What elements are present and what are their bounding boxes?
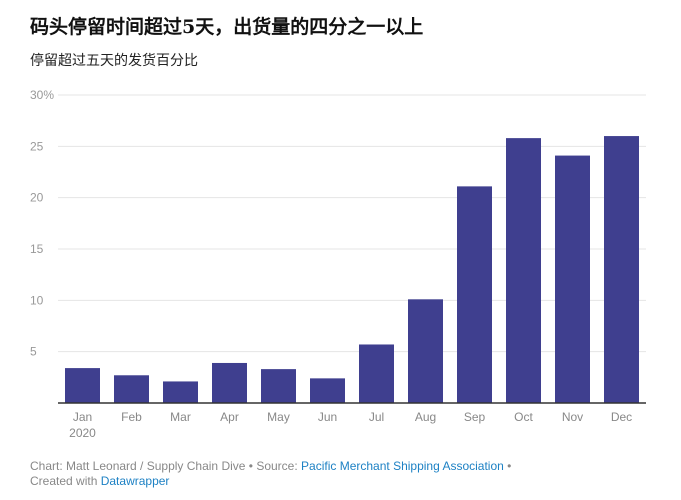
bar-oct (506, 138, 541, 403)
bar-may (261, 369, 296, 403)
chart-credit: Chart: Matt Leonard / Supply Chain Dive (30, 459, 246, 473)
y-tick-label: 10 (30, 293, 44, 307)
y-tick-label: 30% (30, 88, 54, 102)
bar-chart: 5 10 15 20 25 30% Jan 2020 Feb Mar Apr May Jun Jul Aug… (30, 88, 646, 440)
chart-subtitle: 停留超过五天的发货百分比 (30, 53, 198, 69)
bar-jan (65, 368, 100, 403)
x-tick-sublabel: 2020 (69, 426, 96, 440)
x-tick-label: Apr (220, 410, 239, 424)
bar-aug (408, 299, 443, 403)
x-tick-label: Feb (121, 410, 142, 424)
source-link[interactable]: Pacific Merchant Shipping Association (301, 459, 504, 473)
chart-title: 码头停留时间超过5天，出货量的四分之一以上 (30, 16, 424, 38)
x-tick-label: Aug (415, 410, 436, 424)
datawrapper-link[interactable]: Datawrapper (100, 474, 170, 488)
x-tick-label: Jul (369, 410, 384, 424)
x-tick-label: Dec (611, 410, 632, 424)
bar-sep (457, 186, 492, 403)
x-tick-label: May (267, 410, 290, 424)
created-with-label: Created with (30, 474, 98, 488)
y-tick-label: 20 (30, 191, 44, 205)
footer: Chart: Matt Leonard / Supply Chain Dive … (30, 459, 512, 488)
bar-mar (163, 381, 198, 403)
source-label: Source: (256, 459, 298, 473)
x-tick-label: Oct (514, 410, 533, 424)
bar-jul (359, 344, 394, 403)
bar-apr (212, 362, 247, 403)
bar-jun (310, 378, 345, 403)
x-tick-label: Sep (464, 410, 486, 424)
x-tick-label: Nov (562, 410, 583, 424)
bar-dec (604, 136, 639, 404)
x-tick-label: Jan (73, 410, 92, 424)
y-tick-label: 15 (30, 242, 44, 256)
y-tick-label: 25 (30, 139, 44, 153)
x-tick-label: Mar (170, 410, 191, 424)
bar-nov (555, 155, 590, 403)
y-tick-label: 5 (30, 345, 37, 359)
x-tick-label: Jun (318, 410, 337, 424)
bar-feb (114, 375, 149, 403)
